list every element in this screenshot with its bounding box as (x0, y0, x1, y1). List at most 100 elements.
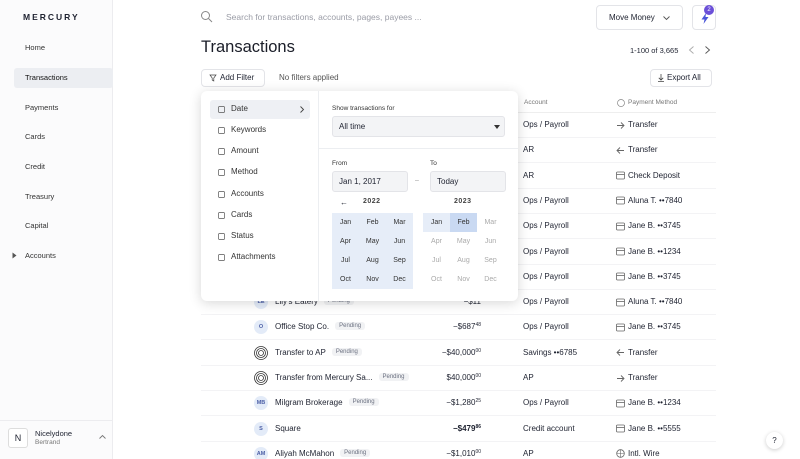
row-method: Transfer (628, 373, 658, 382)
month-cell[interactable]: Sep (386, 251, 413, 270)
notification-badge: 2 (704, 5, 714, 15)
menu-item[interactable]: Amount (231, 146, 259, 155)
row-method: Jane B. ••3745 (628, 271, 681, 281)
row-name[interactable]: Office Stop Co. (275, 322, 330, 332)
nav-item[interactable]: Capital (25, 221, 49, 230)
menu-item[interactable]: Keywords (231, 125, 267, 134)
month-cell[interactable]: Feb (359, 213, 386, 232)
month-cell[interactable]: May (359, 232, 386, 251)
method-icon (616, 298, 625, 306)
row-account: AP (523, 373, 534, 382)
to-input[interactable]: Today (430, 171, 506, 192)
month-cell[interactable]: Jul (332, 251, 359, 270)
row-method: Aluna T. ••7840 (628, 195, 683, 205)
range-select[interactable]: All time (332, 116, 505, 137)
menu-icon (218, 126, 225, 134)
nav-item[interactable]: Accounts (25, 251, 56, 260)
month-cell: Jun (484, 238, 497, 245)
column-icon (617, 99, 625, 107)
row-method: Jane B. ••5555 (628, 423, 681, 433)
month-cell: Sep (484, 257, 497, 264)
from-input[interactable]: Jan 1, 2017 (332, 171, 408, 192)
menu-item[interactable]: Status (231, 231, 254, 240)
search-input[interactable]: Search for transactions, accounts, pages… (226, 12, 422, 22)
nav-active-bg (14, 68, 113, 88)
menu-item[interactable]: Attachments (231, 252, 276, 261)
status-badge: Pending (348, 398, 379, 407)
row-method: Aluna T. ••7840 (628, 297, 683, 307)
nav-item[interactable]: Cards (25, 132, 46, 141)
column-header: Payment Method (628, 99, 678, 106)
from-label: From (332, 160, 348, 167)
method-icon (616, 272, 625, 281)
row-name[interactable]: Transfer to AP (275, 347, 326, 357)
month-cell[interactable]: Mar (386, 213, 413, 232)
move-money-button[interactable]: Move Money (596, 5, 683, 30)
row-amount: −$68748 (453, 322, 481, 331)
method-icon (616, 146, 624, 154)
export-button[interactable]: Export All (650, 69, 712, 87)
row-name[interactable]: Square (275, 423, 301, 433)
method-icon (616, 222, 625, 231)
method-icon (616, 424, 625, 433)
amount-cents: 00 (475, 373, 481, 379)
row-avatar: S (254, 421, 268, 436)
row-rule (201, 314, 716, 315)
menu-item[interactable]: Method (231, 167, 258, 176)
row-amount: −$40,00000 (442, 348, 481, 357)
menu-item[interactable]: Accounts (231, 189, 264, 198)
row-rule (201, 339, 716, 340)
row-account: AR (523, 170, 535, 180)
amount-cents: 00 (475, 448, 481, 455)
nav-item[interactable]: Transactions (25, 73, 68, 82)
month-cell[interactable]: Dec (386, 270, 413, 289)
row-name[interactable]: Lily's Eatery (275, 297, 318, 307)
expand-icon (12, 252, 17, 259)
amount-cents: 86 (475, 423, 481, 430)
month-cell[interactable]: Jan (423, 213, 450, 232)
filter-dropdown: Date Keywords Amount Method Accounts Cards Sta… (201, 91, 518, 301)
row-amount: −$1,28025 (446, 398, 481, 407)
month-cell: May (456, 238, 471, 245)
month-cell[interactable]: Feb (450, 213, 477, 232)
row-account: Ops / Payroll (523, 271, 569, 281)
move-money-label: Move Money (609, 13, 655, 22)
nav-item[interactable]: Home (25, 43, 46, 52)
month-cell[interactable]: Jun (386, 232, 413, 251)
month-cell[interactable]: Aug (359, 251, 386, 270)
row-rule (201, 365, 716, 366)
amount-cents: 25 (475, 398, 481, 405)
nav-item[interactable]: Treasury (25, 192, 55, 201)
menu-item[interactable]: Cards (231, 210, 253, 219)
row-amount: −$11 (464, 297, 481, 306)
month-cell[interactable]: Nov (359, 270, 386, 289)
to-label: To (430, 160, 437, 167)
nav-item[interactable]: Payments (25, 103, 59, 112)
range-value: All time (339, 122, 366, 131)
select-caret (494, 125, 500, 129)
month-cell[interactable]: Jan (332, 213, 359, 232)
prev-year-button[interactable]: ← (340, 198, 348, 207)
add-filter-label: Add Filter (220, 73, 255, 82)
row-name[interactable]: Milgram Brokerage (275, 398, 343, 408)
next-page (705, 46, 711, 54)
amount-dollars: −$479 (452, 423, 476, 433)
nav-item[interactable]: Credit (25, 162, 46, 171)
row-name[interactable]: Transfer from Mercury Sa... (275, 373, 373, 382)
help-button[interactable]: ? (766, 432, 783, 449)
month-cell[interactable]: Oct (332, 270, 359, 289)
add-filter-button[interactable]: Add Filter (201, 69, 265, 87)
month-cell: Mar (484, 219, 497, 226)
amount-cents: 00 (475, 347, 481, 354)
month-cell[interactable]: Apr (332, 232, 359, 251)
month-cell: Nov (457, 276, 470, 283)
row-account: Ops / Payroll (523, 120, 569, 129)
row-amount: $40,00000 (447, 373, 481, 382)
user-org: Bertrand (35, 439, 60, 446)
filter-icon (209, 74, 217, 82)
method-icon (616, 449, 625, 459)
row-name[interactable]: Aliyah McMahon (275, 448, 335, 458)
method-icon (616, 323, 625, 332)
menu-item[interactable]: Date (231, 104, 248, 113)
